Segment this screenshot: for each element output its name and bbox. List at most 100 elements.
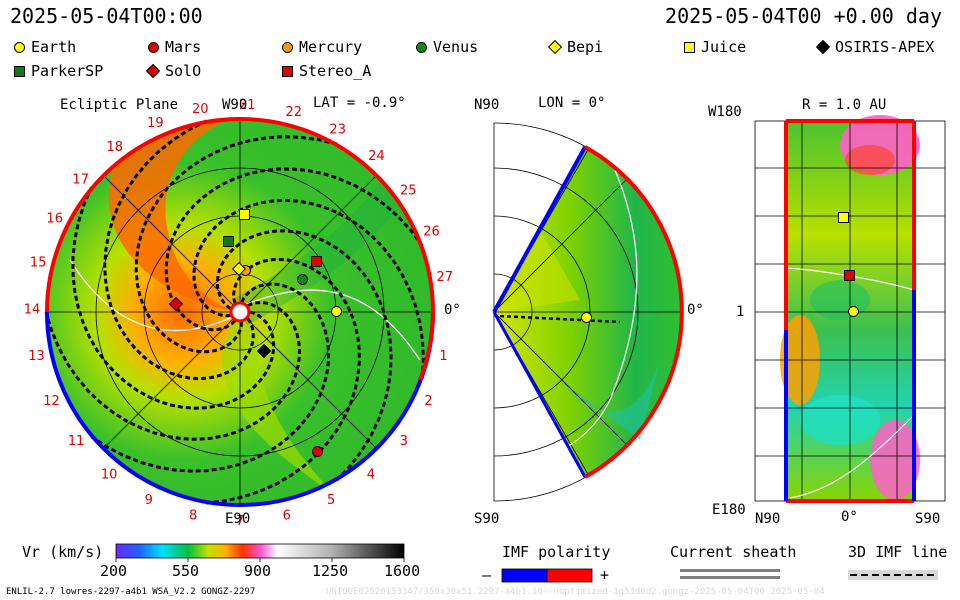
ecliptic-bottom-label: E90 — [225, 511, 251, 527]
marker-earth — [331, 306, 342, 317]
carrington-tick-22: 22 — [286, 105, 303, 120]
radial-bottom-n90: N90 — [755, 511, 781, 527]
carrington-tick-8: 8 — [189, 509, 197, 524]
carrington-tick-21: 21 — [239, 98, 256, 113]
legend-label-mars: Mars — [165, 38, 202, 56]
legend-label-osiris-apex: OSIRIS-APEX — [835, 38, 935, 56]
footer-right: UNIQUE02520153347/358x30x51.2297-a4b1.10… — [326, 587, 825, 597]
marker-parkersp — [223, 236, 234, 247]
radial-bottom-s90: S90 — [915, 511, 941, 527]
legend-label-juice: Juice — [701, 38, 747, 56]
imf-spiral-line — [71, 186, 276, 410]
carrington-tick-9: 9 — [145, 493, 153, 508]
meridional-lon-label: LON = 0° — [538, 95, 606, 111]
imf-spiral-line — [134, 135, 338, 354]
carrington-tick-11: 11 — [68, 434, 85, 449]
carrington-tick-24: 24 — [368, 149, 385, 164]
radial-top-left-label: W180 — [708, 104, 742, 120]
colorbar-label: Vr (km/s) — [22, 543, 104, 561]
legend-label-venus: Venus — [433, 38, 479, 56]
marker-earth — [581, 312, 592, 323]
imf-spiral-line — [215, 229, 393, 482]
legend-label-bepi: Bepi — [567, 38, 604, 56]
carrington-tick-14: 14 — [24, 302, 41, 317]
legend-marker-parkersp — [14, 66, 25, 77]
marker-juice — [838, 212, 849, 223]
legend-marker-earth — [14, 42, 25, 53]
colorbar-tick-1600: 1600 — [384, 562, 421, 580]
colorbar-tick-900: 900 — [244, 562, 272, 580]
meridional-bottom-label: S90 — [474, 511, 500, 527]
legend-label-solo: SolO — [165, 62, 202, 80]
carrington-tick-16: 16 — [46, 212, 63, 227]
legend-label-earth: Earth — [31, 38, 77, 56]
carrington-tick-27: 27 — [437, 270, 454, 285]
datetime-right: 2025-05-04T00 +0.00 day — [665, 4, 942, 28]
radial-mid-left-label: 1 — [736, 304, 745, 320]
colorbar-tick-200: 200 — [100, 562, 128, 580]
imf-line-sample — [848, 570, 938, 580]
colorbar-tick-1250: 1250 — [312, 562, 349, 580]
marker-venus — [297, 274, 308, 285]
carrington-tick-6: 6 — [283, 509, 291, 524]
ecliptic-lat-label: LAT = -0.9° — [313, 95, 406, 111]
marker-mars — [312, 446, 323, 457]
carrington-tick-26: 26 — [423, 225, 440, 240]
carrington-tick-7: 7 — [236, 514, 244, 529]
meridional-right-label: 0° — [687, 302, 704, 318]
footer-left: ENLIL-2.7 lowres-2297-a4b1 WSA_V2.2 GONG… — [6, 587, 256, 597]
carrington-tick-17: 17 — [72, 172, 89, 187]
carrington-tick-25: 25 — [400, 184, 417, 199]
carrington-tick-1: 1 — [439, 349, 447, 364]
legend-marker-juice — [684, 42, 695, 53]
marker-stereo_a — [844, 270, 855, 281]
legend-label-stereo_a: Stereo_A — [299, 62, 372, 80]
current-sheath-line — [680, 569, 780, 572]
marker-stereo_a — [311, 256, 322, 267]
datetime-left: 2025-05-04T00:00 — [10, 4, 203, 28]
carrington-tick-20: 20 — [192, 102, 209, 117]
imf-spiral-line — [103, 119, 255, 381]
carrington-tick-3: 3 — [400, 434, 408, 449]
current-sheath-label: Current sheath — [670, 543, 797, 561]
carrington-tick-10: 10 — [101, 468, 118, 483]
vr-colorbar — [115, 543, 405, 559]
imf-minus-label: – — [482, 566, 492, 584]
carrington-tick-2: 2 — [424, 394, 432, 409]
legend-marker-stereo_a — [282, 66, 293, 77]
radial-r-label: R = 1.0 AU — [802, 97, 887, 113]
carrington-tick-12: 12 — [43, 394, 60, 409]
ecliptic-right-label: 0° — [444, 302, 461, 318]
imf-plus-swatch — [546, 568, 593, 583]
carrington-tick-23: 23 — [329, 122, 346, 137]
imf-line-label: 3D IMF line — [848, 543, 948, 561]
imf-minus-swatch — [501, 568, 548, 583]
legend-label-parkersp: ParkerSP — [31, 62, 104, 80]
ecliptic-top-label: W90 — [222, 97, 248, 113]
colorbar-tick-550: 550 — [172, 562, 200, 580]
carrington-tick-4: 4 — [367, 468, 375, 483]
radial-bottom-left-label: E180 — [712, 502, 746, 518]
legend-marker-mercury — [282, 42, 293, 53]
ecliptic-title: Ecliptic Plane — [60, 97, 179, 113]
carrington-tick-19: 19 — [147, 116, 164, 131]
imf-plus-label: + — [600, 566, 610, 584]
radial-panel — [754, 115, 946, 503]
carrington-tick-13: 13 — [28, 349, 45, 364]
marker-juice — [239, 209, 250, 220]
imf-spiral-line — [44, 300, 302, 441]
legend-marker-mars — [148, 42, 159, 53]
imf-polarity-label: IMF polarity — [502, 543, 611, 561]
imf-spiral-line — [164, 167, 424, 332]
marker-earth — [848, 306, 859, 317]
carrington-tick-5: 5 — [327, 493, 335, 508]
carrington-tick-18: 18 — [107, 140, 124, 155]
meridional-top-label: N90 — [474, 97, 500, 113]
legend-label-mercury: Mercury — [299, 38, 363, 56]
imf-spiral-line — [90, 282, 331, 473]
radial-bottom-0: 0° — [841, 509, 858, 525]
carrington-tick-15: 15 — [30, 256, 47, 271]
legend-marker-venus — [416, 42, 427, 53]
